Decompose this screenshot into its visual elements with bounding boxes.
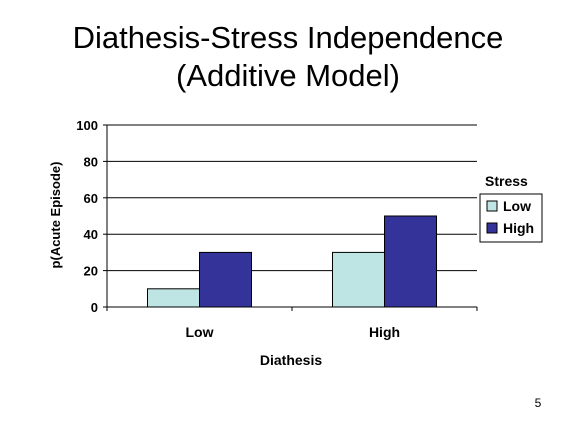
legend-swatch-high (486, 222, 498, 234)
bar-low-high (199, 251, 252, 308)
slide-number: 5 (534, 396, 542, 410)
axes (103, 124, 478, 311)
legend-label-high: High (503, 220, 534, 236)
y-tick-label: 80 (84, 154, 98, 169)
y-axis-label: p(Acute Episode) (48, 162, 63, 269)
bar-high-high (384, 215, 437, 308)
y-tick-label: 20 (84, 264, 98, 279)
x-axis-label: Diathesis (260, 352, 322, 368)
legend-title: Stress (485, 173, 528, 189)
bar-high-low (332, 251, 385, 308)
legend-box (479, 193, 543, 243)
y-tick-label: 0 (91, 300, 98, 315)
bar-low-low (147, 288, 200, 308)
bars (147, 215, 437, 308)
y-tick-labels: 0 20 40 60 80 100 (76, 118, 98, 315)
legend: Stress Low High (479, 173, 543, 243)
x-category-label: Low (186, 324, 214, 340)
legend-swatch-low (486, 200, 498, 212)
y-tick-label: 60 (84, 191, 98, 206)
slide-title-line-2: (Additive Model) (176, 58, 400, 93)
legend-label-low: Low (503, 198, 531, 214)
y-tick-label: 100 (76, 118, 98, 133)
y-tick-label: 40 (84, 227, 98, 242)
x-category-label: High (369, 324, 400, 340)
x-category-labels: Low High (186, 324, 401, 340)
slide-title-line-1: Diathesis-Stress Independence (72, 20, 504, 55)
